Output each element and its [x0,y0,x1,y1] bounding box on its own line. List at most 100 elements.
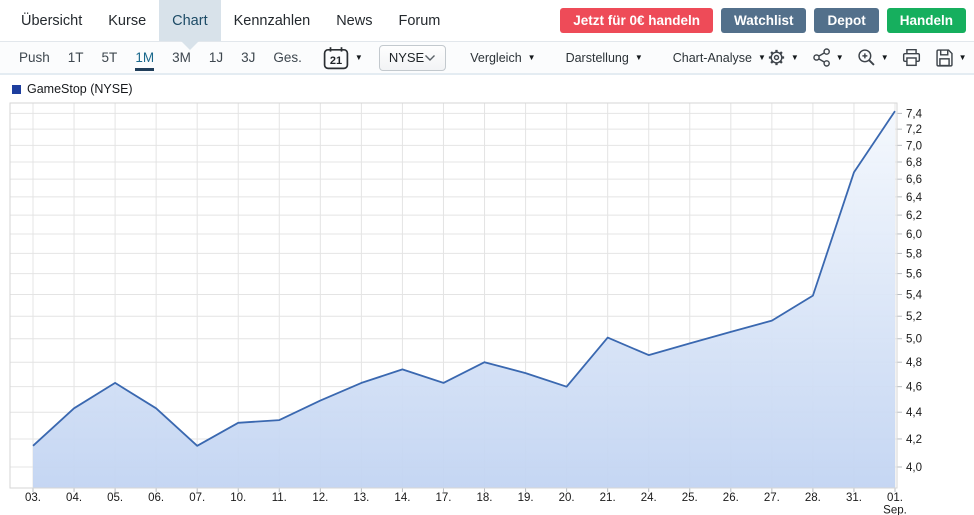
chevron-down-icon [424,54,436,62]
x-axis-label: 04. [66,492,82,504]
chevron-down-icon: ▼ [790,52,799,62]
chart-toolbar: Push 1T 5T 1M 3M 1J 3J Ges. 21 ▼ NYSE Vergleich… [0,42,974,75]
price-area-fill [33,111,895,488]
nav-item-forum[interactable]: Forum [398,12,441,29]
printer-icon [902,48,920,67]
calendar-day-value: 21 [330,55,342,67]
x-axis-label: 26. [723,492,739,504]
trade-cta-button[interactable]: Jetzt für 0€ handeln [560,8,713,33]
x-axis-sublabel: Sep. [883,505,907,515]
y-axis-label: 6,8 [906,157,922,169]
period-3j[interactable]: 3J [232,42,264,73]
menu-chart-analyse[interactable]: Chart-Analyse ▼ [673,51,766,65]
price-line [32,110,896,447]
save-button[interactable]: ▼ [934,47,967,68]
print-button[interactable] [901,47,922,68]
chart-icon-buttons: ▼ ▼ ▼ ▼ [766,47,971,68]
calendar-icon: 21 [323,46,349,69]
y-axis-label: 4,0 [906,462,922,474]
period-5t[interactable]: 5T [93,42,127,73]
y-axis-label: 5,6 [906,269,922,281]
y-axis-label: 5,8 [906,248,922,260]
y-axis-label: 4,6 [906,382,922,394]
nav-tabs: Übersicht Kurse Chart Kennzahlen News Forum [8,0,453,41]
x-axis-label: 12. [312,492,328,504]
period-1m[interactable]: 1M [126,42,163,73]
zoom-in-icon [858,49,875,66]
top-navigation: Übersicht Kurse Chart Kennzahlen News Forum J… [0,0,974,42]
x-axis-label: 20. [559,492,575,504]
y-axis-label: 7,2 [906,124,922,136]
nav-item-kurse[interactable]: Kurse [108,12,147,29]
x-axis-label: 17. [435,492,451,504]
nav-item-news[interactable]: News [336,12,373,29]
y-axis-label: 7,0 [906,140,922,152]
zoom-in-button[interactable]: ▼ [856,47,889,68]
handeln-button[interactable]: Handeln [886,8,966,33]
y-axis-label: 6,2 [906,210,922,222]
gear-icon [768,49,784,66]
chevron-down-icon: ▼ [757,52,766,62]
x-axis-label: 19. [518,492,534,504]
period-3m[interactable]: 3M [163,42,200,73]
y-axis-label: 4,4 [906,407,923,419]
share-icon [813,48,830,67]
depot-button[interactable]: Depot [814,8,879,33]
menu-label: Darstellung [565,50,629,65]
chart-area: GameStop (NYSE) 4,0 4,2 4,4 4,6 4,8 5,0 5,2 5,4… [0,76,974,515]
chart-menus: Vergleich ▼ Darstellung ▼ Chart-Analyse ▼ [470,51,766,65]
x-axis-label: 31. [846,492,862,504]
menu-label: Chart-Analyse [672,50,752,65]
x-axis-label: 21. [600,492,616,504]
chevron-down-icon: ▼ [958,52,967,62]
chevron-down-icon: ▼ [634,52,643,62]
x-axis-label: 10. [230,492,246,504]
menu-darstellung[interactable]: Darstellung ▼ [566,51,643,65]
y-axis-label: 5,0 [906,334,922,346]
x-axis-label: 06. [148,492,164,504]
x-axis-label: 11. [272,492,287,504]
calendar-range-button[interactable]: 21 ▼ [323,46,363,70]
menu-vergleich[interactable]: Vergleich ▼ [470,51,535,65]
watchlist-button[interactable]: Watchlist [720,8,807,33]
period-ges[interactable]: Ges. [264,42,311,73]
x-axis-label: 18. [477,492,493,504]
period-1j[interactable]: 1J [200,42,232,73]
menu-label: Vergleich [470,50,522,65]
settings-button[interactable]: ▼ [766,47,799,68]
y-axis-label: 5,2 [906,311,922,323]
y-axis-label: 6,0 [906,229,922,241]
y-axis-label: 5,4 [906,290,923,302]
legend-label: GameStop (NYSE) [27,82,133,96]
period-1t[interactable]: 1T [59,42,93,73]
price-chart: 4,0 4,2 4,4 4,6 4,8 5,0 5,2 5,4 5,6 5,8 6,0 6,2 6,4 6… [9,102,923,515]
y-axis-label: 4,8 [906,357,922,369]
chart-legend: GameStop (NYSE) [12,82,133,96]
chevron-down-icon: ▼ [880,52,889,62]
save-icon [935,49,953,67]
period-push[interactable]: Push [10,42,59,73]
exchange-select[interactable]: NYSE [378,44,447,71]
chevron-down-icon: ▼ [835,52,844,62]
nav-item-übersicht[interactable]: Übersicht [21,12,83,29]
nav-item-chart[interactable]: Chart [159,0,221,41]
x-axis-label: 03. [25,492,41,504]
y-axis-label: 7,4 [906,108,923,120]
x-axis-label: 01. [887,492,903,504]
chevron-down-icon: ▼ [354,52,363,62]
x-axis-label: 28. [805,492,821,504]
exchange-select-value: NYSE [388,50,425,65]
share-button[interactable]: ▼ [811,47,844,68]
x-axis-label: 27. [764,492,780,504]
x-axis-label: 14. [394,492,410,504]
y-axis-label: 6,6 [906,174,922,186]
x-axis-label: 25. [682,492,698,504]
nav-item-kennzahlen[interactable]: Kennzahlen [233,12,311,29]
x-axis-label: 07. [189,492,205,504]
nav-action-buttons: Jetzt für 0€ handeln Watchlist Depot Handel… [552,8,966,33]
x-axis-label: 13. [353,492,369,504]
period-selector: Push 1T 5T 1M 3M 1J 3J Ges. [10,42,311,73]
chevron-down-icon: ▼ [527,52,536,62]
x-axis-label: 24. [641,492,657,504]
